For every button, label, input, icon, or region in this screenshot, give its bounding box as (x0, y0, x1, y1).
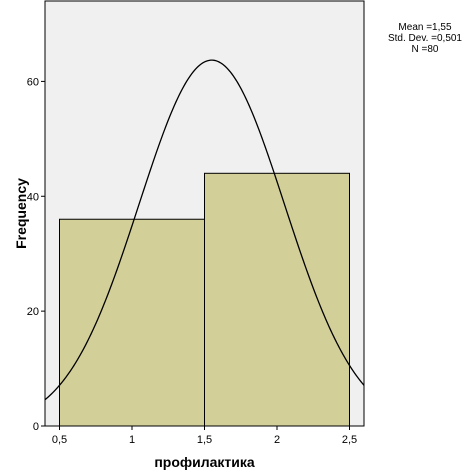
histogram-bar-1 (59, 218, 205, 427)
y-axis-title: Frequency (13, 178, 29, 249)
x-axis: 0,5 1 1,5 2 2,5 (52, 426, 357, 446)
x-tick-label: 2,5 (342, 434, 357, 446)
normal-curve (44, 59, 365, 401)
statistics-legend: Mean =1,55 Std. Dev. =0,501 N =80 (388, 22, 462, 55)
bars-group (59, 172, 350, 427)
x-tick-label: 2 (274, 434, 280, 446)
x-tick-label: 1 (129, 434, 135, 446)
std-dev-stat: Std. Dev. =0,501 (387, 33, 462, 44)
y-tick-label: 0 (33, 421, 39, 433)
x-tick-label: 0,5 (52, 434, 67, 446)
x-tick-label: 1,5 (197, 434, 212, 446)
histogram-bar-2 (204, 172, 350, 427)
y-axis: 0 20 40 60 (27, 76, 45, 433)
y-tick-label: 60 (27, 76, 39, 88)
x-axis-title: профилактика (154, 454, 255, 470)
y-tick-label: 40 (27, 191, 39, 203)
mean-stat: Mean =1,55 (398, 22, 452, 33)
n-stat: N =80 (411, 44, 439, 55)
y-tick-label: 20 (27, 306, 39, 318)
